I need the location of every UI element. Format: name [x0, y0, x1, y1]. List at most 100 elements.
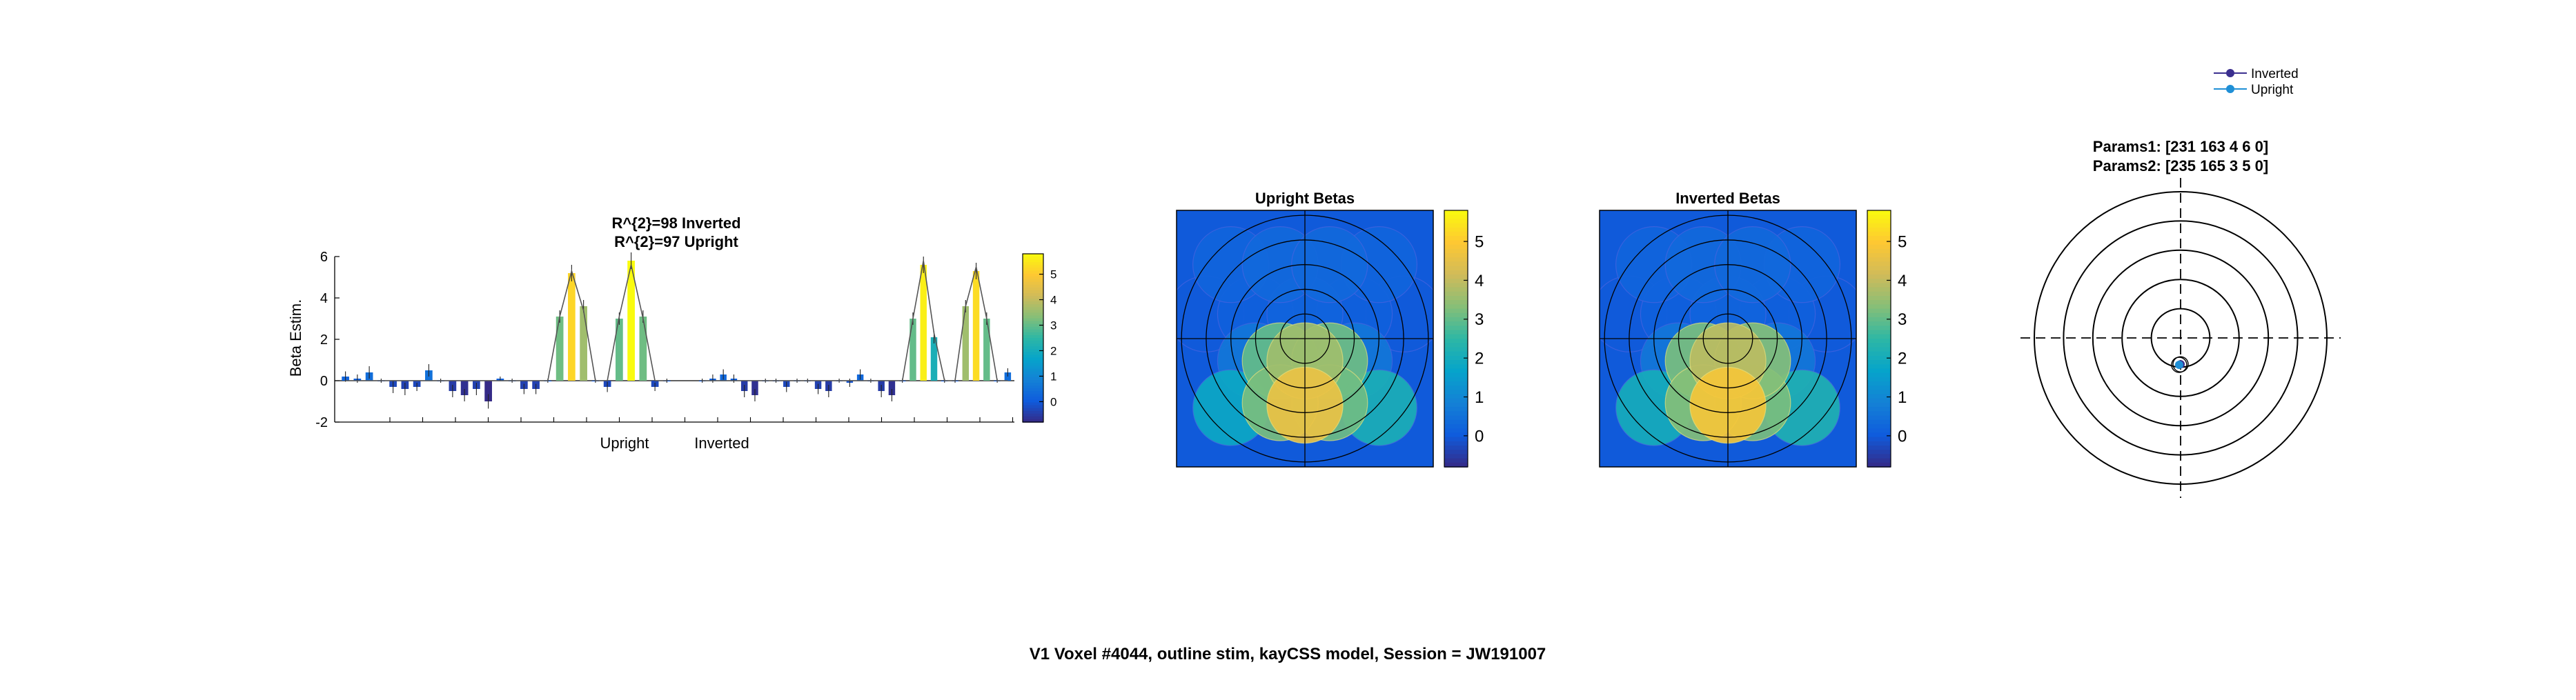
heat-inv-colorbar-segment — [1867, 270, 1891, 275]
upright-model-line — [345, 264, 667, 381]
heat-up-colorbar-segment — [1444, 446, 1468, 450]
bar-colorbar-segment — [1023, 388, 1043, 392]
heat-up-colorbar-segment — [1444, 372, 1468, 378]
bar-colorbar-segment — [1023, 279, 1043, 283]
heat-inv-colorbar-segment — [1867, 411, 1891, 417]
heat-inv-colorbar-segment — [1867, 377, 1891, 382]
bar-y-tick-label: 4 — [320, 291, 328, 306]
heat-up-colorbar-tick-label: 3 — [1475, 310, 1484, 329]
bar-colorbar-segment — [1023, 346, 1043, 350]
heat-up-colorbar-segment — [1444, 432, 1468, 438]
heat-inv-colorbar-segment — [1867, 219, 1891, 224]
heat-inv-colorbar-segment — [1867, 296, 1891, 301]
heat-inv-colorbar-tick-label: 2 — [1898, 350, 1907, 368]
heat-inv-colorbar-segment — [1867, 227, 1891, 232]
heat-up-colorbar-segment — [1444, 381, 1468, 386]
bar-colorbar-segment — [1023, 413, 1043, 417]
heat-up-colorbar-segment — [1444, 219, 1468, 224]
heat-inv-colorbar-tick-label: 3 — [1898, 310, 1907, 329]
bar-title-line-inverted: R^{2}=98 Inverted — [611, 214, 740, 232]
heat-up-colorbar-segment — [1444, 266, 1468, 271]
heat-up-colorbar-segment — [1444, 253, 1468, 258]
heat-up-colorbar-segment — [1444, 283, 1468, 288]
upright-bar — [484, 381, 492, 401]
heat-up-colorbar-segment — [1444, 424, 1468, 429]
heat-up-colorbar-segment — [1444, 360, 1468, 365]
bar-marks — [342, 252, 1012, 409]
heat-up-colorbar-segment — [1444, 458, 1468, 463]
bar-colorbar-segment — [1023, 374, 1043, 378]
heat-inv-colorbar-segment — [1867, 381, 1891, 386]
heat-inv-colorbar-segment — [1867, 415, 1891, 421]
bar-colorbar-segment — [1023, 268, 1043, 272]
bar-colorbar-segment — [1023, 368, 1043, 372]
legend-label-inverted: Inverted — [2251, 67, 2299, 81]
bar-colorbar-segment — [1023, 321, 1043, 325]
heat-inv-colorbar-segment — [1867, 232, 1891, 237]
bar-colorbar-segment — [1023, 332, 1043, 336]
bar-y-tick-label: -2 — [315, 415, 328, 430]
heat-inv-colorbar-segment — [1867, 334, 1891, 339]
legend-marker-upright — [2226, 85, 2234, 93]
heat-up-colorbar-segment — [1444, 339, 1468, 343]
heat-up-colorbar-segment — [1444, 334, 1468, 339]
heat-inv-colorbar-segment — [1867, 403, 1891, 408]
heat-up-colorbar-segment — [1444, 407, 1468, 412]
heat-up-colorbar-segment — [1444, 227, 1468, 232]
heat-inv-colorbar-segment — [1867, 257, 1891, 263]
inverted-bar — [962, 306, 970, 381]
heat-up-colorbar-segment — [1444, 257, 1468, 263]
bar-colorbar-segment — [1023, 310, 1043, 314]
heat-inv-colorbar-segment — [1867, 360, 1891, 365]
heat-inv-colorbar-segment — [1867, 446, 1891, 450]
heat-up-colorbar-frame — [1444, 210, 1468, 468]
beta-bar-panel: R^{2}=98 Inverted R^{2}=97 Upright Beta … — [287, 214, 1056, 452]
upright-betas-title: Upright Betas — [1255, 190, 1355, 207]
inverted-bar — [888, 381, 896, 395]
heat-inv-colorbar-segment — [1867, 326, 1891, 331]
heat-inv-colorbar-segment — [1867, 253, 1891, 258]
bar-colorbar-segment — [1023, 383, 1043, 386]
bar-colorbar-segment — [1023, 270, 1043, 274]
bar-colorbar-tick-label: 5 — [1050, 268, 1056, 281]
upright-bar — [555, 317, 564, 381]
heat-inv-colorbar-segment — [1867, 330, 1891, 335]
heat-inv-colorbar-tick-label: 0 — [1898, 427, 1907, 446]
heat-up-colorbar-segment — [1444, 351, 1468, 357]
bar-colorbar-tick-label: 3 — [1050, 319, 1056, 332]
bar-colorbar-tick-label: 2 — [1050, 344, 1056, 357]
inverted-bar — [751, 381, 758, 395]
heat-up-colorbar-segment — [1444, 390, 1468, 395]
upright-betas-frame — [1176, 210, 1434, 468]
bar-colorbar-segment — [1023, 394, 1043, 398]
bar-ylabel: Beta Estim. — [287, 299, 304, 377]
heat-up-colorbar-segment — [1444, 300, 1468, 306]
heat-inv-colorbar-segment — [1867, 419, 1891, 425]
bar-colorbar-tick-label: 1 — [1050, 370, 1056, 383]
heat-inv-colorbar-segment — [1867, 304, 1891, 310]
bar-colorbar-segment — [1023, 402, 1043, 406]
polar-point-ring-upright — [2171, 357, 2187, 373]
inverted-betas-panel: Inverted Betas 0 1 2 3 4 5 — [1599, 190, 1907, 468]
bar-title-line-upright: R^{2}=97 Upright — [614, 233, 738, 250]
heat-up-colorbar-tick-label: 1 — [1475, 388, 1484, 407]
heat-up-colorbar-tick-label: 2 — [1475, 350, 1484, 368]
bar-colorbar-segment — [1023, 419, 1043, 423]
upright-betas-panel: Upright Betas 0 1 2 3 4 5 — [1176, 190, 1484, 468]
heat-up-colorbar-segment — [1444, 270, 1468, 275]
bar-colorbar-segment — [1023, 318, 1043, 322]
heat-up-colorbar-segment — [1444, 308, 1468, 314]
bar-colorbar-segment — [1023, 338, 1043, 341]
heat-inv-colorbar-segment — [1867, 261, 1891, 267]
heat-inv-colorbar-segment — [1867, 300, 1891, 306]
heat-up-colorbar-segment — [1444, 304, 1468, 310]
heat-inv-colorbar-segment — [1867, 248, 1891, 254]
heat-up-colorbar-segment — [1444, 321, 1468, 327]
heat-up-colorbar-segment — [1444, 312, 1468, 318]
bar-colorbar: 0 1 2 3 4 5 — [1022, 253, 1056, 423]
heatmap-disk — [1714, 226, 1791, 303]
heat-inv-colorbar-segment — [1867, 368, 1891, 374]
params2-label: Params2: [235 165 3 5 0] — [2093, 157, 2268, 174]
bar-colorbar-segment — [1023, 334, 1043, 339]
bar-colorbar-segment — [1023, 312, 1043, 317]
